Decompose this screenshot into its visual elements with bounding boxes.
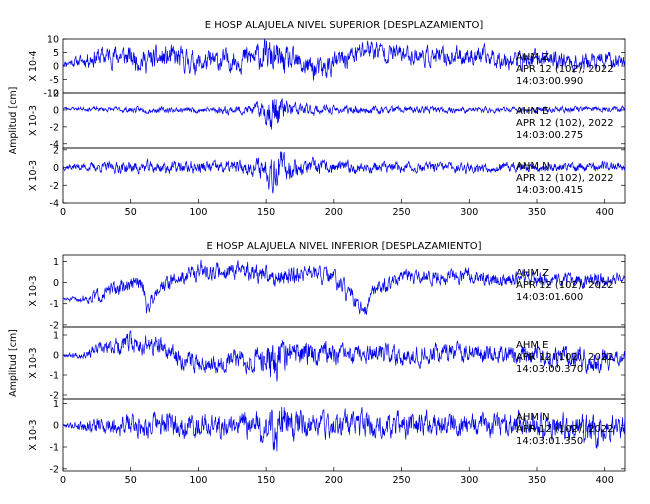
trace-line xyxy=(62,98,626,130)
y-tick-label: -2 xyxy=(50,181,59,192)
trace-line xyxy=(62,330,626,382)
y-tick-label: -2 xyxy=(50,122,59,133)
trace-annotation: 14:03:00.370 xyxy=(516,364,583,375)
y-tick-label: 1 xyxy=(53,331,59,342)
y-tick-label: -2 xyxy=(50,320,59,331)
y-tick-label: 0 xyxy=(53,163,59,174)
chart-title: E HOSP ALAJUELA NIVEL SUPERIOR [DESPLAZA… xyxy=(205,20,484,31)
y-tick-label: 0 xyxy=(53,421,59,432)
trace-line xyxy=(62,259,626,315)
x-tick-label: 400 xyxy=(596,207,614,218)
x-tick-label: 100 xyxy=(189,475,207,486)
chart-title: E HOSP ALAJUELA NIVEL INFERIOR [DESPLAZA… xyxy=(207,241,482,252)
trace-annotation: 14:03:00.990 xyxy=(516,76,583,87)
trace-annotation: APR 12 (102), 2022 xyxy=(516,118,614,129)
y-scale-label: X 10-3 xyxy=(28,347,39,378)
chart-group-1: E HOSP ALAJUELA NIVEL SUPERIOR [DESPLAZA… xyxy=(8,20,626,218)
x-tick-label: 250 xyxy=(392,475,410,486)
x-axis: 0 50 100 150 200 250 300 350 400 xyxy=(60,199,614,218)
y-axis-label: Amplitud [cm] xyxy=(8,329,19,397)
y-scale-label: X 10-3 xyxy=(28,419,39,450)
trace-annotation: 14:03:01.350 xyxy=(516,436,583,447)
x-tick-label: 100 xyxy=(189,207,207,218)
trace-annotation: AHM E xyxy=(516,106,549,117)
y-scale-label: X 10-4 xyxy=(28,50,39,81)
trace-annotation: AHM N xyxy=(516,412,550,423)
y-tick-label: -10 xyxy=(43,89,59,100)
trace-annotation: AHM N xyxy=(516,161,550,172)
y-tick-label: 2 xyxy=(53,145,59,156)
x-tick-label: 150 xyxy=(257,475,275,486)
y-tick-label: -2 xyxy=(50,391,59,402)
y-axis-label: Amplitud [cm] xyxy=(8,87,19,155)
y-tick-label: -4 xyxy=(50,139,59,150)
x-tick-label: 0 xyxy=(60,207,66,218)
y-tick-label: -2 xyxy=(50,464,59,475)
trace-annotation: APR 12 (102), 2022 xyxy=(516,424,614,435)
trace-annotation: AHM E xyxy=(516,340,549,351)
x-tick-label: 350 xyxy=(528,207,546,218)
trace-annotation: 14:03:01.600 xyxy=(516,292,583,303)
y-tick-label: -1 xyxy=(50,443,59,454)
y-tick-label: 0 xyxy=(53,105,59,116)
y-tick-label: 1 xyxy=(53,257,59,268)
panel-frame xyxy=(62,326,626,400)
trace-annotation: 14:03:00.415 xyxy=(516,185,583,196)
trace-line xyxy=(62,38,626,81)
y-scale-label: X 10-3 xyxy=(28,105,39,136)
trace-annotation: 14:03:00.275 xyxy=(516,130,583,141)
x-tick-label: 50 xyxy=(125,207,137,218)
x-axis: 0 50 100 150 200 250 300 350 400 xyxy=(60,467,614,486)
y-scale-label: X 10-3 xyxy=(28,160,39,191)
y-tick-label: 1 xyxy=(53,399,59,410)
trace-line xyxy=(62,406,626,452)
x-tick-label: 400 xyxy=(596,475,614,486)
x-tick-label: 150 xyxy=(257,207,275,218)
x-tick-label: 200 xyxy=(325,207,343,218)
x-tick-label: 0 xyxy=(60,475,66,486)
trace-line xyxy=(62,151,626,194)
y-tick-label: 0 xyxy=(53,278,59,289)
trace-annotation: APR 12 (102), 2022 xyxy=(516,352,614,363)
trace-annotation: AHM Z xyxy=(516,52,549,63)
y-tick-label: 10 xyxy=(47,35,59,46)
x-tick-label: 300 xyxy=(460,207,478,218)
y-tick-label: 0 xyxy=(53,62,59,73)
trace-annotation: APR 12 (102), 2022 xyxy=(516,64,614,75)
chart-group-2: E HOSP ALAJUELA NIVEL INFERIOR [DESPLAZA… xyxy=(8,241,626,486)
x-tick-label: 300 xyxy=(460,475,478,486)
x-tick-label: 250 xyxy=(392,207,410,218)
y-tick-label: -5 xyxy=(50,75,59,86)
y-scale-label: X 10-3 xyxy=(28,275,39,306)
panel-frame xyxy=(62,398,626,472)
y-tick-label: -1 xyxy=(50,371,59,382)
panel-frame xyxy=(62,147,626,204)
y-tick-label: -4 xyxy=(50,199,59,210)
x-tick-label: 50 xyxy=(125,475,137,486)
panel-frame xyxy=(62,254,626,328)
x-tick-label: 200 xyxy=(325,475,343,486)
y-tick-label: 2 xyxy=(53,89,59,100)
y-tick-label: 5 xyxy=(53,48,59,59)
y-tick-label: 0 xyxy=(53,351,59,362)
x-tick-label: 350 xyxy=(528,475,546,486)
trace-annotation: APR 12 (102), 2022 xyxy=(516,173,614,184)
trace-annotation: APR 12 (102), 2022 xyxy=(516,280,614,291)
y-tick-label: -1 xyxy=(50,299,59,310)
trace-annotation: AHM Z xyxy=(516,268,549,279)
